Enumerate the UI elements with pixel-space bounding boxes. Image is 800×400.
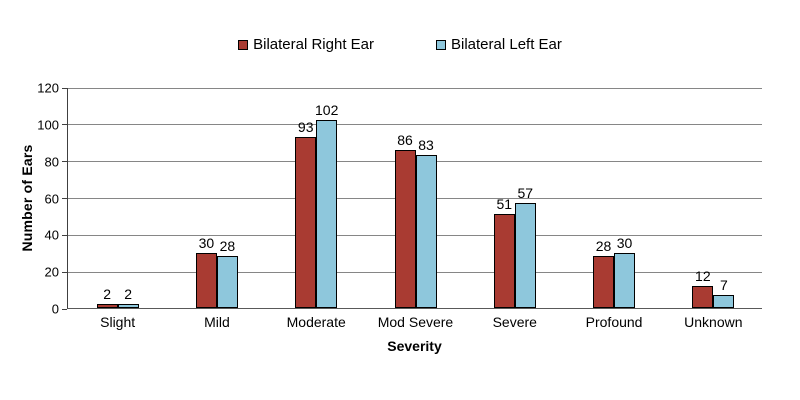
- y-gridline: [68, 124, 762, 126]
- data-label: 7: [719, 277, 728, 294]
- bar-right-ear: [593, 256, 615, 308]
- legend-swatch-icon: [436, 39, 446, 50]
- y-tick-label: 120: [37, 80, 59, 96]
- data-label: 57: [517, 185, 534, 202]
- data-label: 28: [219, 238, 236, 255]
- bar-right-ear: [195, 252, 217, 308]
- y-tick-label: 60: [44, 191, 59, 206]
- legend-entry-right-ear: Bilateral Right Ear: [238, 36, 374, 53]
- legend: Bilateral Right Ear Bilateral Left Ear: [0, 36, 800, 53]
- legend-swatch-icon: [238, 39, 249, 50]
- y-axis-tick: [62, 198, 67, 199]
- category-label: Slight: [100, 314, 136, 330]
- bar-right-ear: [394, 149, 416, 308]
- x-axis-title: Severity: [387, 338, 442, 354]
- legend-label: Bilateral Right Ear: [253, 36, 374, 53]
- category-label: Mild: [204, 314, 230, 330]
- y-tick-label: 40: [44, 227, 59, 243]
- y-tick-label: 80: [44, 154, 59, 170]
- category-label: Severe: [492, 314, 537, 330]
- y-axis-tick: [62, 308, 67, 310]
- data-label: 30: [616, 234, 633, 251]
- y-axis-tick: [62, 87, 67, 89]
- category-label: Mod Severe: [377, 314, 454, 330]
- y-axis-tick: [62, 161, 67, 163]
- data-label: 28: [595, 238, 612, 255]
- plot-area: 0 20 40 60 80 100 120 2 2 Slight 30 28 Mild 93 102 Mode…: [37, 81, 762, 330]
- bar-right-ear: [96, 304, 118, 308]
- bar-left-ear: [316, 120, 338, 308]
- y-tick-label: 20: [44, 264, 59, 280]
- bar-left-ear: [713, 295, 735, 308]
- bar-right-ear: [493, 214, 515, 308]
- data-label: 51: [496, 196, 513, 213]
- y-tick-label: 0: [51, 301, 59, 317]
- y-axis-tick: [62, 124, 67, 126]
- data-label: 30: [198, 234, 215, 251]
- category-label: Moderate: [286, 314, 346, 330]
- data-label: 102: [315, 102, 339, 119]
- data-label: 2: [124, 286, 133, 303]
- bar-left-ear: [614, 252, 636, 308]
- bar-right-ear: [295, 136, 317, 308]
- bar-right-ear: [692, 285, 714, 308]
- data-label: 93: [297, 118, 314, 135]
- bar-left-ear: [514, 203, 536, 308]
- category-label: Unknown: [684, 314, 743, 330]
- data-label: 12: [695, 267, 711, 284]
- bar-left-ear: [117, 304, 139, 308]
- data-label: 86: [397, 131, 413, 148]
- bar-left-ear: [216, 256, 238, 308]
- data-label: 2: [103, 286, 112, 303]
- data-label: 83: [418, 137, 434, 154]
- legend-entry-left-ear: Bilateral Left Ear: [436, 36, 562, 53]
- y-gridline: [68, 87, 762, 89]
- y-axis-tick: [62, 271, 67, 273]
- category-label: Profound: [585, 314, 643, 330]
- y-axis-tick: [62, 234, 67, 236]
- legend-label: Bilateral Left Ear: [451, 36, 562, 53]
- bar-left-ear: [415, 155, 437, 308]
- y-tick-label: 100: [37, 117, 59, 133]
